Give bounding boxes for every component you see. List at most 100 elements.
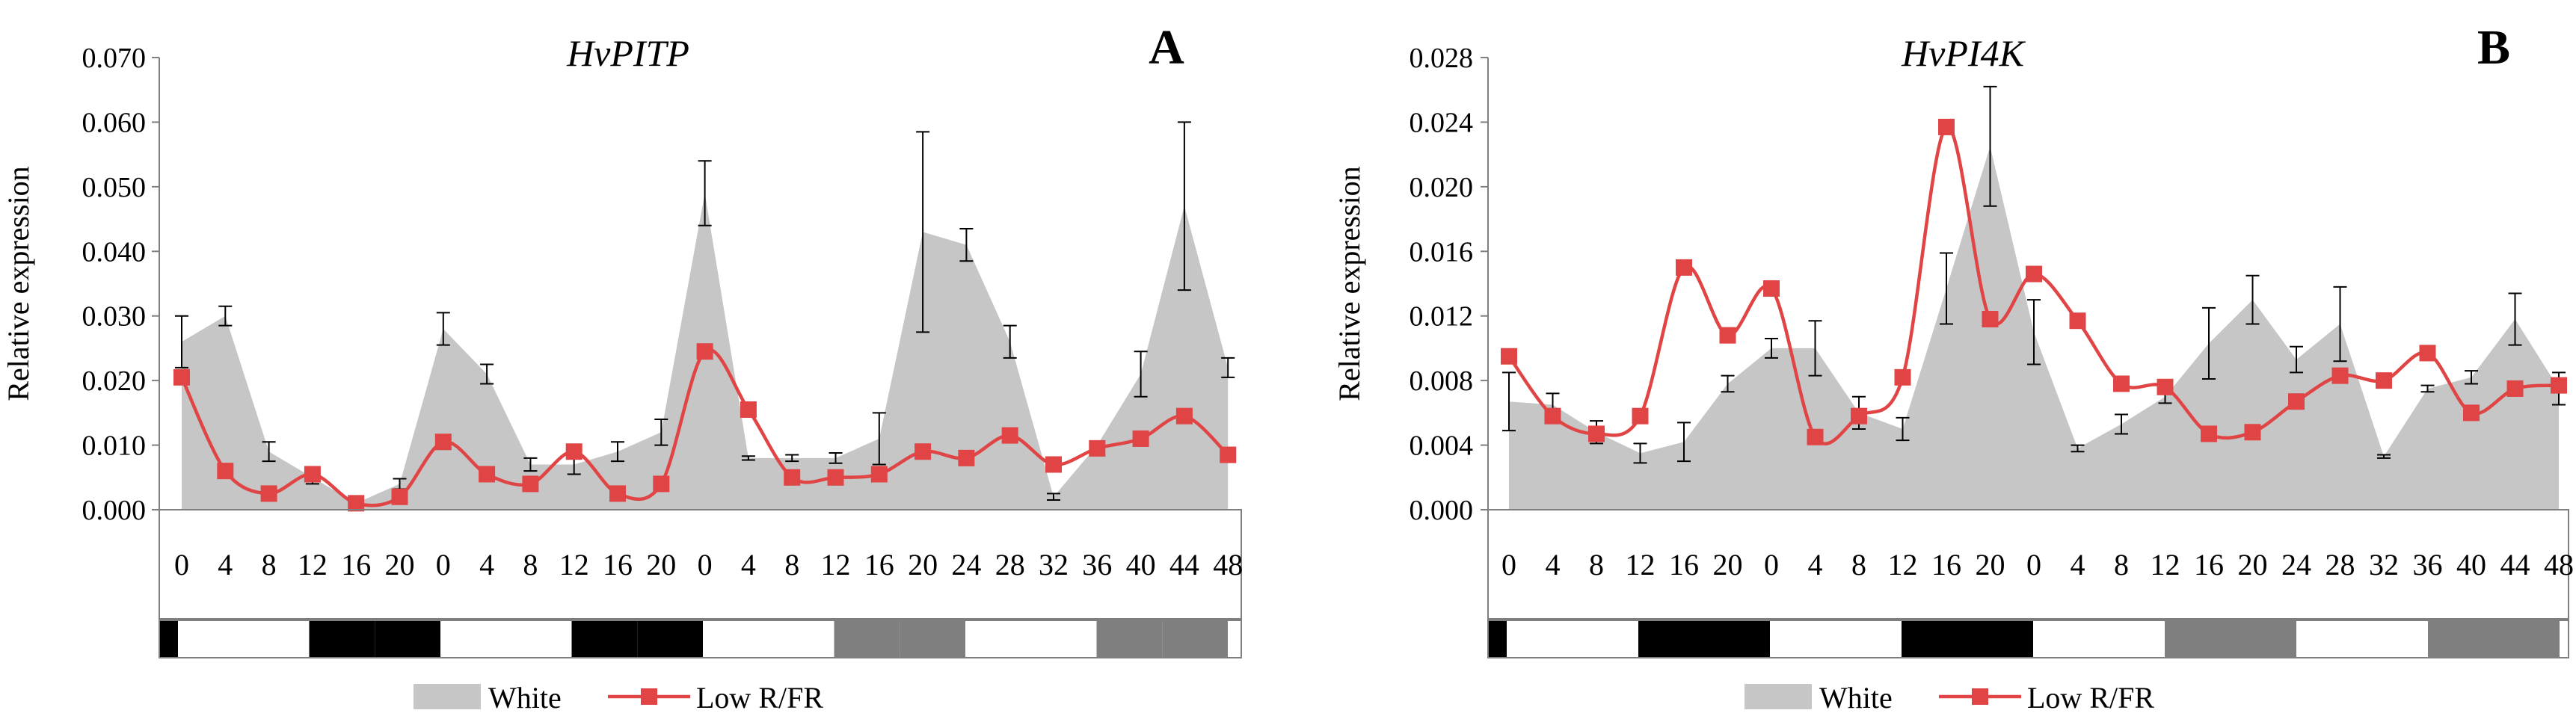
photoperiod-segment-black — [1902, 620, 1967, 658]
low-rfr-point — [784, 469, 801, 486]
legend-white-label: White — [1819, 681, 1893, 715]
white-error-bar — [1177, 121, 1191, 291]
x-tick-label: 32 — [1039, 548, 1069, 581]
white-error-bar — [1721, 374, 1735, 393]
low-rfr-point — [2419, 345, 2436, 362]
low-rfr-point — [1851, 407, 1867, 425]
white-error-bar — [1983, 85, 1997, 207]
white-error-bar — [2508, 292, 2522, 346]
photoperiod-segment-white — [1030, 620, 1097, 658]
y-tick-label: 0.000 — [82, 495, 147, 526]
white-error-bar — [1633, 442, 1647, 464]
photoperiod-segment-gray — [2428, 620, 2494, 658]
x-tick-label: 12 — [821, 548, 851, 581]
low-rfr-point — [2376, 372, 2392, 389]
y-tick-label: 0.050 — [82, 172, 147, 203]
white-error-bar — [2333, 286, 2347, 362]
photoperiod-segment-gray — [1162, 620, 1228, 658]
photoperiod-segment-gray — [2494, 620, 2560, 658]
white-error-bar — [1677, 422, 1691, 463]
low-rfr-point — [740, 401, 757, 419]
photoperiod-segment-white — [2362, 620, 2428, 658]
x-tick-label: 4 — [741, 548, 756, 581]
photoperiod-bar-border — [159, 620, 1242, 658]
x-tick-label: 40 — [2456, 548, 2486, 581]
photoperiod-segment-black — [1488, 620, 1507, 658]
low-rfr-point — [2288, 393, 2305, 410]
white-error-bar — [436, 312, 450, 346]
white-error-bar — [523, 457, 538, 472]
white-error-bar — [2115, 413, 2128, 435]
x-tick-label: 16 — [1931, 548, 1961, 581]
x-tick-label: 16 — [1669, 548, 1699, 581]
legend-white-swatch — [414, 684, 481, 709]
panel-label: A — [1149, 20, 1184, 75]
x-tick-label: 16 — [2194, 548, 2224, 581]
x-tick-label: 8 — [2114, 548, 2129, 581]
low-rfr-point — [1544, 407, 1561, 425]
panel-label: B — [2477, 20, 2510, 75]
low-rfr-point — [1045, 456, 1062, 473]
x-label-box — [159, 509, 1242, 620]
white-error-bar — [1896, 416, 1910, 442]
x-tick-label: 4 — [218, 548, 233, 581]
x-tick-label: 0 — [698, 548, 713, 581]
y-tick-label: 0.010 — [82, 431, 147, 462]
white-error-bar — [1808, 320, 1822, 377]
white-error-bar — [1940, 252, 1953, 325]
white-error-bar — [2420, 384, 2435, 393]
legend-low-rfr-marker — [1972, 688, 1988, 705]
x-tick-label: 4 — [479, 548, 494, 581]
low-rfr-point — [1132, 430, 1149, 447]
white-error-bar — [1502, 371, 1516, 432]
photoperiod-segment-white — [703, 620, 769, 658]
x-tick-label: 32 — [2369, 548, 2399, 581]
y-tick-label: 0.008 — [1410, 365, 1474, 397]
x-tick-label: 12 — [1888, 548, 1918, 581]
low-rfr-point — [173, 368, 190, 386]
low-rfr-point — [827, 469, 844, 486]
x-tick-label: 20 — [1713, 548, 1743, 581]
photoperiod-segment-white — [965, 620, 1031, 658]
legend-white-label: White — [488, 681, 562, 715]
x-tick-label: 0 — [1764, 548, 1779, 581]
low-rfr-point — [479, 466, 496, 483]
white-error-bar — [916, 131, 930, 333]
white-error-bar — [785, 454, 799, 463]
low-rfr-point — [1982, 311, 1999, 328]
photoperiod-segment-black — [1704, 620, 1770, 658]
y-tick-label: 0.016 — [1410, 236, 1474, 268]
low-rfr-point — [2463, 404, 2480, 422]
y-tick-label: 0.028 — [1410, 43, 1474, 74]
legend: White Low R/FR — [1745, 681, 2154, 715]
white-error-bar — [480, 363, 494, 385]
x-label-box — [1487, 509, 2569, 620]
x-tick-label: 12 — [298, 548, 328, 581]
photoperiod-segment-gray — [2165, 620, 2231, 658]
y-tick-label: 0.000 — [1410, 495, 1474, 526]
x-tick-label: 28 — [995, 548, 1025, 581]
white-error-bar — [175, 315, 188, 368]
low-rfr-point — [304, 466, 321, 483]
photoperiod-segment-black — [309, 620, 375, 658]
white-error-bar — [1003, 324, 1017, 359]
y-tick-label: 0.020 — [1410, 172, 1474, 203]
photoperiod-segment-gray — [2231, 620, 2296, 658]
low-rfr-point — [522, 475, 539, 493]
x-tick-label: 12 — [2151, 548, 2180, 581]
white-error-bar — [829, 451, 843, 464]
x-tick-label: 28 — [2326, 548, 2355, 581]
x-tick-label: 12 — [559, 548, 589, 581]
photoperiod-segment-white — [768, 620, 834, 658]
low-rfr-point — [2157, 378, 2174, 395]
white-error-bar — [2071, 444, 2085, 453]
photoperiod-segment-white — [243, 620, 310, 658]
low-rfr-point — [434, 433, 452, 451]
x-tick-label: 24 — [2281, 548, 2311, 581]
low-rfr-point — [1175, 407, 1193, 425]
photoperiod-segment-black — [159, 620, 178, 658]
photoperiod-segment-black — [1638, 620, 1704, 658]
legend-low-rfr-label: Low R/FR — [696, 681, 823, 715]
photoperiod-segment-white — [1573, 620, 1638, 658]
